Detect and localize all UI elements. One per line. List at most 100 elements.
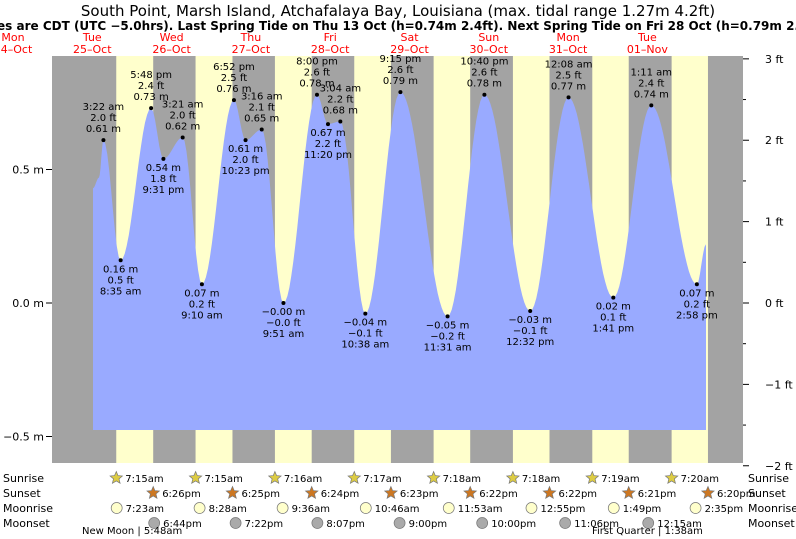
tide-label: 11:31 am [424,342,472,353]
moonset-time: 7:22pm [245,519,284,530]
tide-label: 0.5 ft [107,275,133,286]
tide-point [398,90,403,95]
moonrise-icon [193,502,206,514]
axis-right: 3 ft 2 ft 1 ft 0 ft −1 ft −2 ft [743,53,793,473]
row-label-right: Sunset [748,487,786,500]
sunset-icon [621,485,636,500]
moonrise-icon [442,502,455,514]
tide-label: 0.76 m [216,84,251,95]
sun-moon-table: Sunrise Sunrise Sunset Sunset Moonrise Moonri… [3,470,796,537]
tide-label: 2.6 ft [387,65,413,76]
tide-label: 2.5 ft [221,73,247,84]
chart-subtitle: Times are CDT (UTC −5.0hrs). Last Spring… [0,19,796,33]
date-label: 27–Oct [232,43,271,56]
day-of-week-label: Mon [1,31,24,44]
tide-label: 12:32 pm [506,337,554,348]
sunrise-time: 7:19am [601,474,639,485]
sunrise-icon [585,470,600,485]
tide-label: 0.77 m [551,81,586,92]
day-of-week-label: Thu [240,31,262,44]
moonrise-time: 8:28am [209,504,247,515]
tide-label: 9:10 am [181,310,223,321]
tide-point [259,127,264,132]
moonset-time: 11:06pm [574,519,619,530]
tide-label: 3:21 am [162,99,204,110]
sunset-time: 6:23pm [400,489,439,500]
tide-label: 0.73 m [134,92,169,103]
sunrise-time: 7:20am [681,474,719,485]
tide-point [231,98,236,103]
sunset-icon [146,485,161,500]
moonrise-icon [359,502,372,514]
tide-point [445,314,450,319]
tide-point [694,282,699,287]
tide-label: 0.78 m [299,79,334,90]
sunset-icon [463,485,478,500]
row-label-right: Moonrise [748,502,796,515]
tide-label: 0.61 m [86,124,121,135]
tide-label: 0.65 m [244,113,279,124]
sunset-time: 6:25pm [241,489,280,500]
moonset-icon [311,517,324,529]
tide-label: 0.16 m [103,264,138,275]
tide-label: 0.78 m [467,79,502,90]
date-label: 24–Oct [0,43,33,56]
tide-point [243,138,248,143]
sunrise-icon [188,470,203,485]
moonrise-time: 10:46am [375,504,420,515]
sunrise-time: 7:17am [363,474,401,485]
day-of-week-label: Tue [82,31,102,44]
tide-point [101,138,106,143]
tide-label: −0.00 m [262,307,306,318]
tide-label: 10:40 pm [460,57,508,68]
tide-label: 2:58 pm [676,310,718,321]
y-right-tick-label: 1 ft [765,216,784,229]
sunset-time: 6:21pm [638,489,677,500]
tide-label: 0.79 m [383,76,418,87]
row-label-right: Moonset [748,517,795,530]
tide-label: 10:23 pm [222,166,270,177]
moonrise-icon [689,502,702,514]
tide-label: 0.07 m [679,288,714,299]
tide-point [649,103,654,108]
sunrise-icon [109,470,124,485]
tide-label: 2.1 ft [249,102,275,113]
tide-point [199,282,204,287]
tide-point [149,106,154,111]
tide-label: 5:48 pm [130,70,172,81]
tide-label: 0.67 m [310,128,345,139]
tide-label: 11:20 pm [304,150,352,161]
y-left-tick-label: 0.0 m [12,297,44,310]
tide-label: 0.02 m [596,302,631,313]
sunset-time: 6:26pm [162,489,201,500]
sunset-icon [383,485,398,500]
date-label: 26–Oct [152,43,191,56]
moonset-time: 9:00pm [409,519,448,530]
tide-label: 9:51 am [263,329,305,340]
tide-label: 2.6 ft [471,68,497,79]
tide-label: 9:15 pm [380,54,422,65]
tide-point [118,258,123,263]
moonset-icon [559,517,571,529]
sunrise-time: 7:15am [205,474,243,485]
sunset-icon [542,485,557,500]
tide-label: 2.5 ft [555,70,581,81]
y-left-tick-label: −0.5 m [3,431,44,444]
tide-label: 8:35 am [100,286,142,297]
tide-point [281,301,286,305]
date-label: 28–Oct [311,43,350,56]
sunset-time: 6:22pm [558,489,597,500]
tide-label: 0.62 m [165,121,200,132]
tide-label: 2.0 ft [90,113,116,124]
sunrise-icon [347,470,362,485]
tide-label: 0.61 m [228,144,263,155]
tide-label: 1:11 am [631,67,673,78]
tide-curve [93,92,706,430]
sunset-icon [700,485,715,500]
tide-label: −0.03 m [508,315,552,326]
sunrise-icon [664,470,679,485]
sunrise-time: 7:15am [125,474,163,485]
sunrise-time: 7:18am [522,474,560,485]
tide-label: 2.0 ft [169,110,195,121]
moonrise-time: 2:35pm [705,504,744,515]
